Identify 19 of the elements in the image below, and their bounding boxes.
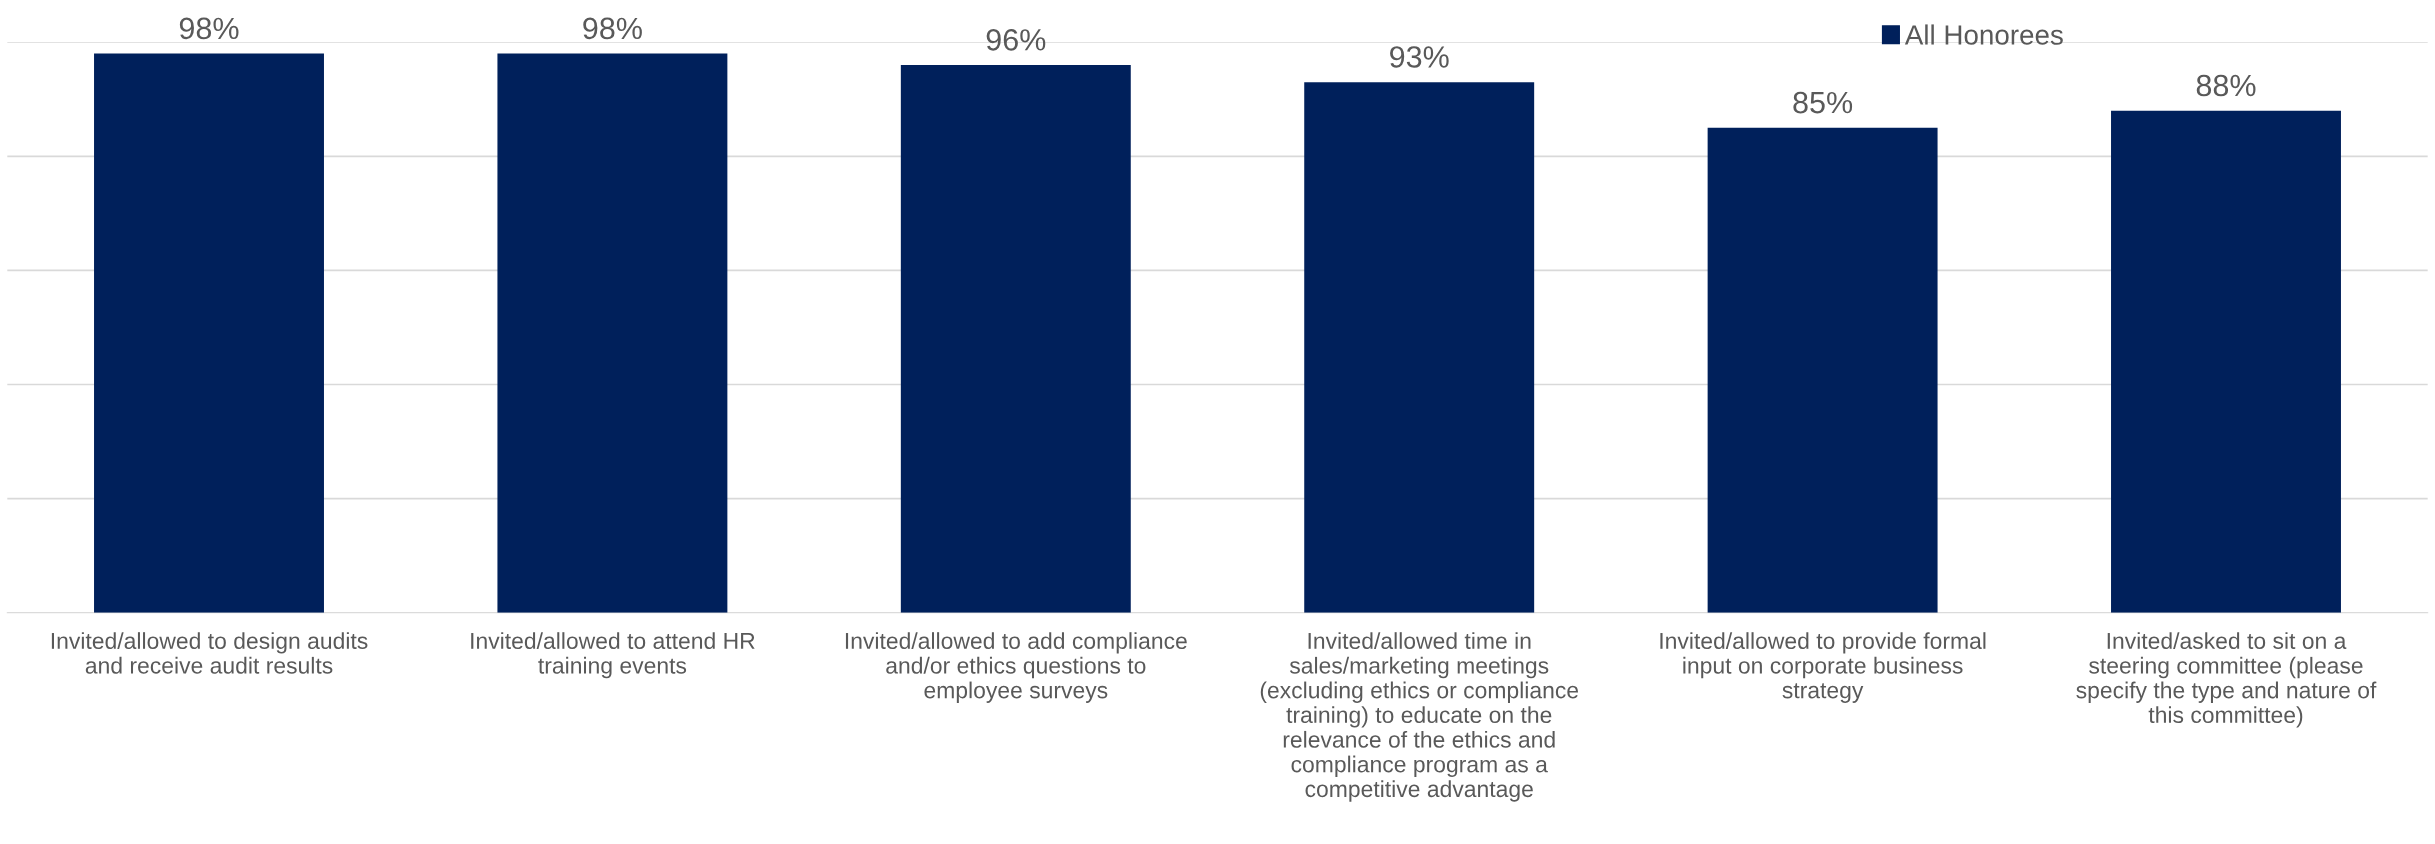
data-label: 88%	[2196, 74, 2256, 97]
bar	[1707, 127, 1938, 613]
x-tick-label: Invited/allowed time in sales/marketing meetings (excluding ethics or compliance training) to educate on the relevance of the ethics and compliance program as a competitive advantage	[1260, 632, 1579, 802]
bar	[497, 53, 728, 613]
x-tick-label: Invited/allowed to provide formal input on corporate business strategy	[1660, 632, 1986, 703]
x-tick-label: Invited/allowed to design audits and receive audit results	[51, 632, 368, 674]
x-tick-label: Invited/asked to sit on a steering committee (please specify the type and nature of this committee)	[2076, 632, 2377, 728]
data-label: 98%	[583, 17, 642, 40]
bar	[900, 65, 1131, 613]
data-label: 93%	[1390, 46, 1449, 68]
data-label: 85%	[1793, 91, 1853, 114]
legend-label: All Honorees	[1904, 24, 2063, 45]
bar	[2111, 110, 2341, 613]
bar	[1304, 82, 1535, 613]
data-label: 98%	[179, 17, 239, 40]
bar	[94, 53, 324, 613]
x-tick-label: Invited/allowed to add compliance and/or ethics questions to employee surveys	[845, 632, 1187, 703]
data-label: 96%	[986, 29, 1046, 51]
x-tick-label: Invited/allowed to attend HR training events	[471, 632, 755, 679]
